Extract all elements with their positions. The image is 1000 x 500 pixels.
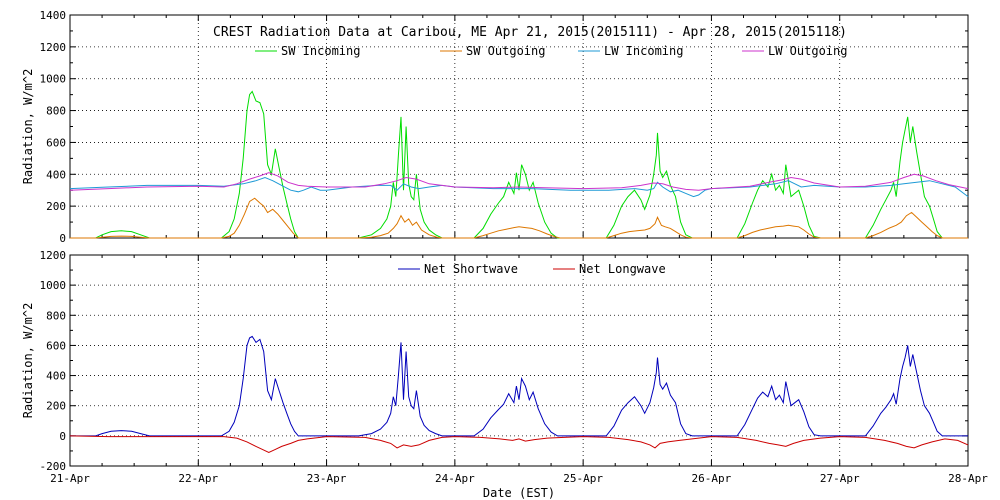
bottom-x-tick-label: 21-Apr bbox=[50, 472, 90, 485]
top-y-tick-label: 1400 bbox=[40, 9, 67, 22]
bottom-y-tick-label: 1200 bbox=[40, 249, 67, 262]
top-y-tick-label: 400 bbox=[46, 168, 66, 181]
top-y-tick-label: 600 bbox=[46, 136, 66, 149]
bottom-x-axis-label: Date (EST) bbox=[483, 486, 555, 500]
top-y-tick-label: 1000 bbox=[40, 73, 67, 86]
top-legend-label-3: LW Outgoing bbox=[768, 44, 847, 58]
top-y-tick-label: 200 bbox=[46, 200, 66, 213]
bottom-y-axis-label: Radiation, W/m^2 bbox=[21, 303, 35, 419]
top-y-tick-label: 0 bbox=[59, 232, 66, 245]
bottom-x-tick-label: 24-Apr bbox=[435, 472, 475, 485]
top-y-axis-label: Radiation, W/m^2 bbox=[21, 69, 35, 185]
top-series-line-2 bbox=[69, 176, 969, 198]
bottom-series-line-1 bbox=[69, 435, 969, 453]
chart-title: CREST Radiation Data at Caribou, ME Apr … bbox=[213, 25, 847, 40]
bottom-legend-label-0: Net Shortwave bbox=[424, 262, 518, 276]
bottom-legend-label-1: Net Longwave bbox=[579, 262, 666, 276]
top-y-tick-label: 1200 bbox=[40, 41, 67, 54]
bottom-y-tick-label: -200 bbox=[40, 460, 67, 473]
top-y-tick-label: 800 bbox=[46, 105, 66, 118]
top-legend-label-0: SW Incoming bbox=[281, 44, 360, 58]
bottom-x-tick-label: 23-Apr bbox=[307, 472, 347, 485]
bottom-y-tick-label: 800 bbox=[46, 309, 66, 322]
bottom-x-tick-label: 27-Apr bbox=[820, 472, 860, 485]
bottom-panel-frame bbox=[69, 254, 969, 467]
bottom-x-tick-label: 22-Apr bbox=[178, 472, 218, 485]
bottom-series-line-0 bbox=[70, 335, 968, 437]
top-legend-label-1: SW Outgoing bbox=[466, 44, 545, 58]
bottom-y-tick-label: 600 bbox=[46, 339, 66, 352]
bottom-y-tick-label: 200 bbox=[46, 400, 66, 413]
bottom-x-tick-label: 26-Apr bbox=[692, 472, 732, 485]
top-series-line-1 bbox=[70, 197, 968, 239]
top-series-line-3 bbox=[69, 172, 969, 191]
top-series-line-0 bbox=[70, 90, 968, 239]
bottom-y-tick-label: 1000 bbox=[40, 279, 67, 292]
bottom-x-tick-label: 28-Apr bbox=[948, 472, 988, 485]
bottom-x-tick-label: 25-Apr bbox=[563, 472, 603, 485]
bottom-y-tick-label: 400 bbox=[46, 370, 66, 383]
bottom-y-tick-label: 0 bbox=[59, 430, 66, 443]
top-legend-label-2: LW Incoming bbox=[604, 44, 683, 58]
